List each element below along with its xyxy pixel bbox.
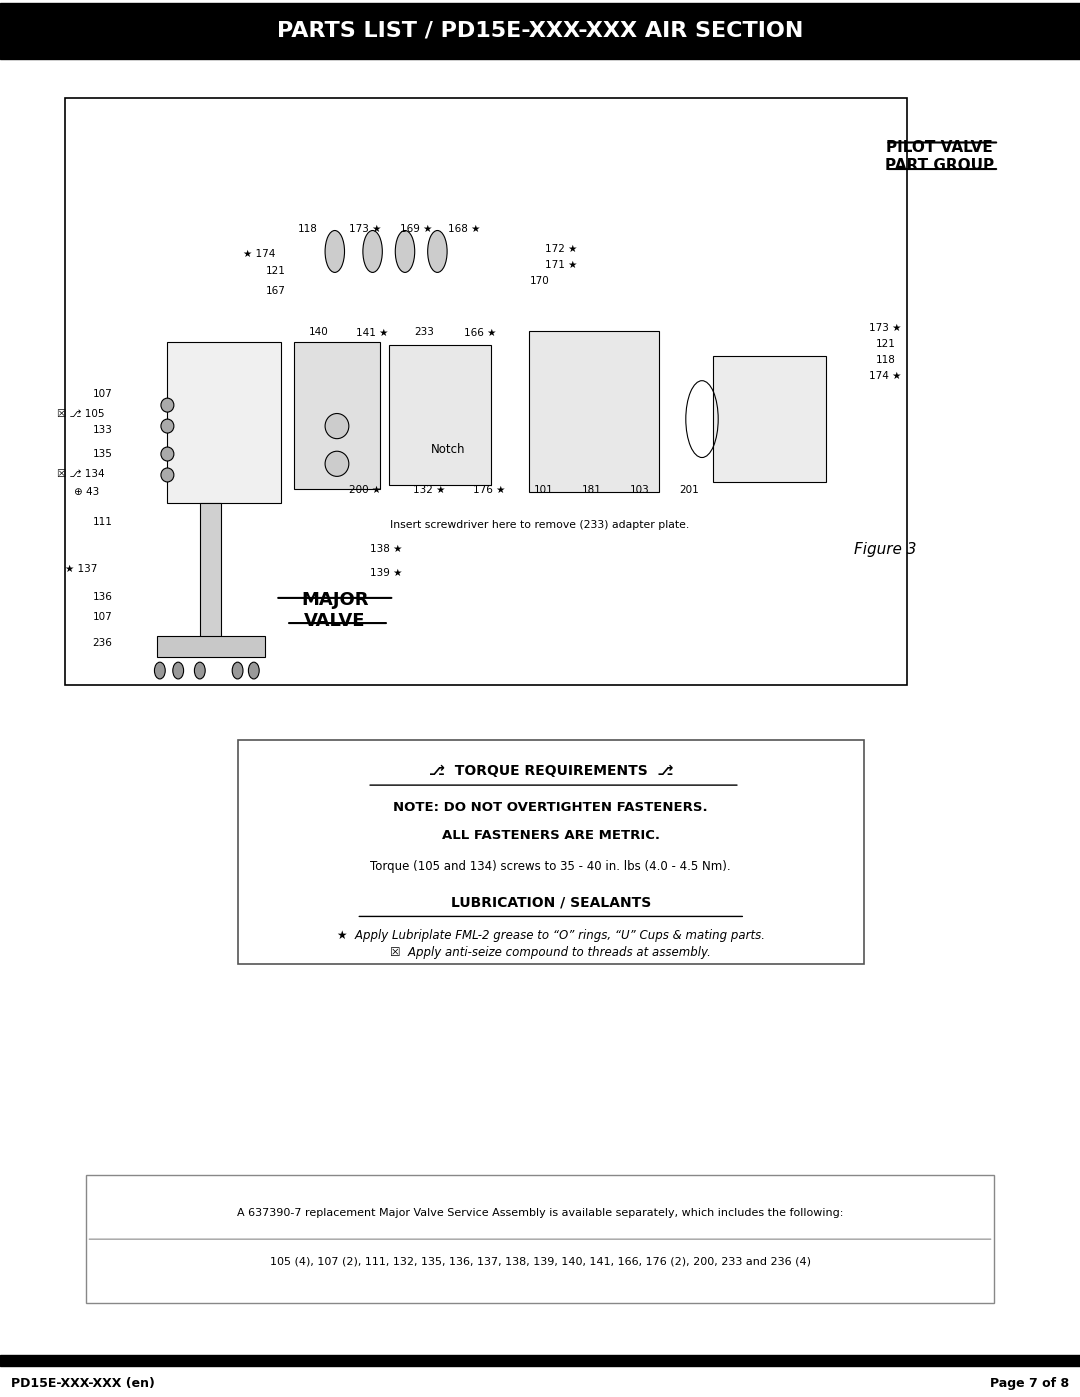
Bar (294, 342, 380, 489)
Text: MAJOR
VALVE: MAJOR VALVE (301, 591, 368, 630)
Ellipse shape (194, 662, 205, 679)
Text: 176 ★: 176 ★ (473, 485, 505, 496)
Text: Figure 3: Figure 3 (854, 542, 917, 556)
Ellipse shape (325, 451, 349, 476)
Ellipse shape (428, 231, 447, 272)
Text: 141 ★: 141 ★ (356, 327, 389, 338)
FancyBboxPatch shape (86, 1175, 994, 1303)
FancyBboxPatch shape (238, 740, 864, 964)
Bar (157, 636, 265, 657)
Text: 168 ★: 168 ★ (448, 224, 481, 235)
Text: ★ 174: ★ 174 (243, 249, 275, 260)
Ellipse shape (173, 662, 184, 679)
Text: 133: 133 (93, 425, 112, 436)
Text: 121: 121 (876, 338, 895, 349)
Text: ☒ ⎇ 105: ☒ ⎇ 105 (57, 408, 105, 419)
Text: ⊕ 43: ⊕ 43 (73, 486, 99, 497)
Text: ★  Apply Lubriplate FML-2 grease to “O” rings, “U” Cups & mating parts.: ★ Apply Lubriplate FML-2 grease to “O” r… (337, 929, 765, 943)
Ellipse shape (248, 662, 259, 679)
Ellipse shape (325, 414, 349, 439)
Text: Insert screwdriver here to remove (233) adapter plate.: Insert screwdriver here to remove (233) … (390, 520, 690, 531)
Text: ALL FASTENERS ARE METRIC.: ALL FASTENERS ARE METRIC. (442, 828, 660, 842)
Text: 201: 201 (679, 485, 699, 496)
Text: 111: 111 (93, 517, 112, 528)
Text: PILOT VALVE
PART GROUP: PILOT VALVE PART GROUP (885, 140, 995, 173)
Text: 132 ★: 132 ★ (413, 485, 445, 496)
Text: 138 ★: 138 ★ (370, 543, 403, 555)
Text: PARTS LIST / PD15E-XXX-XXX AIR SECTION: PARTS LIST / PD15E-XXX-XXX AIR SECTION (276, 21, 804, 41)
Ellipse shape (232, 662, 243, 679)
Text: 166 ★: 166 ★ (464, 327, 497, 338)
Text: 233: 233 (415, 327, 434, 338)
Text: 135: 135 (93, 448, 112, 460)
Text: 118: 118 (876, 355, 895, 366)
Text: ☒ ⎇ 134: ☒ ⎇ 134 (57, 468, 105, 479)
Text: Notch: Notch (431, 443, 465, 457)
Bar (529, 331, 659, 492)
Ellipse shape (325, 231, 345, 272)
Text: LUBRICATION / SEALANTS: LUBRICATION / SEALANTS (450, 895, 651, 909)
Text: 173 ★: 173 ★ (349, 224, 381, 235)
Text: Torque (105 and 134) screws to 35 - 40 in. lbs (4.0 - 4.5 Nm).: Torque (105 and 134) screws to 35 - 40 i… (370, 859, 731, 873)
Text: ★ 137: ★ 137 (65, 563, 97, 574)
Text: NOTE: DO NOT OVERTIGHTEN FASTENERS.: NOTE: DO NOT OVERTIGHTEN FASTENERS. (393, 800, 708, 814)
Bar (0, 1355, 1080, 1366)
Text: 181: 181 (582, 485, 602, 496)
Text: 107: 107 (93, 388, 112, 400)
Text: 118: 118 (298, 224, 318, 235)
Text: 174 ★: 174 ★ (869, 370, 902, 381)
Text: 107: 107 (93, 612, 112, 623)
Text: A 637390-7 replacement Major Valve Service Assembly is available separately, whi: A 637390-7 replacement Major Valve Servi… (237, 1207, 843, 1218)
Text: 167: 167 (266, 285, 285, 296)
Bar (0, 3, 1080, 59)
Ellipse shape (363, 231, 382, 272)
Text: ☒  Apply anti-seize compound to threads at assembly.: ☒ Apply anti-seize compound to threads a… (390, 946, 712, 960)
Text: 172 ★: 172 ★ (545, 243, 578, 254)
Text: 171 ★: 171 ★ (545, 260, 578, 271)
Ellipse shape (161, 468, 174, 482)
Text: 173 ★: 173 ★ (869, 323, 902, 334)
Text: 139 ★: 139 ★ (370, 567, 403, 578)
Text: 121: 121 (266, 265, 285, 277)
Text: 170: 170 (530, 275, 550, 286)
Bar (167, 342, 281, 503)
Bar (713, 356, 826, 482)
Text: 236: 236 (93, 637, 112, 648)
Ellipse shape (161, 447, 174, 461)
Text: 101: 101 (534, 485, 553, 496)
Text: PD15E-XXX-XXX (en): PD15E-XXX-XXX (en) (11, 1376, 154, 1390)
Text: 200 ★: 200 ★ (349, 485, 381, 496)
Ellipse shape (161, 419, 174, 433)
Text: 136: 136 (93, 591, 112, 602)
Text: Page 7 of 8: Page 7 of 8 (990, 1376, 1069, 1390)
Text: 169 ★: 169 ★ (400, 224, 432, 235)
Text: 105 (4), 107 (2), 111, 132, 135, 136, 137, 138, 139, 140, 141, 166, 176 (2), 200: 105 (4), 107 (2), 111, 132, 135, 136, 13… (270, 1256, 810, 1267)
Ellipse shape (395, 231, 415, 272)
Text: 103: 103 (630, 485, 649, 496)
Bar (200, 503, 221, 643)
Text: 140: 140 (309, 327, 328, 338)
FancyBboxPatch shape (65, 98, 907, 685)
Ellipse shape (161, 398, 174, 412)
Text: ⎇  TORQUE REQUIREMENTS  ⎇: ⎇ TORQUE REQUIREMENTS ⎇ (429, 764, 673, 778)
Ellipse shape (154, 662, 165, 679)
Bar (389, 345, 491, 485)
